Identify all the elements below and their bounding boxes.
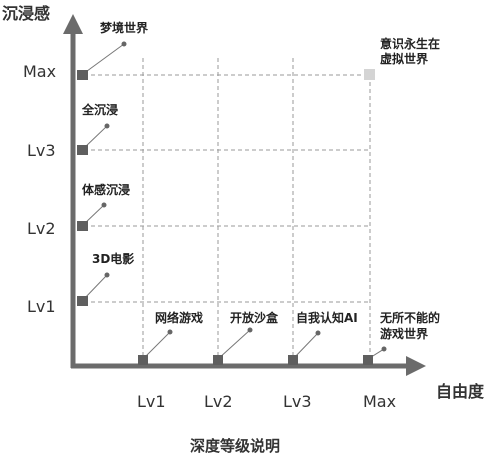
- annotation-motion-immersion: 体感沉浸: [82, 183, 131, 197]
- grid-lines: [84, 58, 371, 360]
- y-tick-lv1: Lv1: [27, 297, 56, 316]
- diagram-caption: 深度等级说明: [190, 437, 281, 455]
- y-axis-title: 沉浸感: [2, 4, 51, 23]
- corner-point-max-max: [364, 69, 375, 80]
- level-markers: [77, 70, 373, 365]
- x-tick-max: Max: [363, 392, 397, 411]
- leader-line-x-lv2: [217, 329, 251, 360]
- annotation-eternal-consciousness-line1: 意识永生在: [380, 37, 441, 51]
- x-tick-lv3: Lv3: [283, 392, 312, 411]
- y-tick-lv2: Lv2: [27, 219, 56, 238]
- marker-x-max: [363, 355, 373, 365]
- y-tick-max: Max: [23, 62, 57, 81]
- marker-x-lv1: [138, 355, 148, 365]
- annotation-online-games: 网络游戏: [155, 311, 204, 325]
- x-tick-lv1: Lv1: [137, 392, 166, 411]
- leader-dot-y-lv1: [104, 272, 110, 278]
- leader-dot-x-lv2: [247, 327, 253, 333]
- y-tick-lv3: Lv3: [27, 141, 56, 160]
- x-tick-lv2: Lv2: [204, 392, 233, 411]
- annotation-3d-movie: 3D电影: [92, 252, 135, 266]
- leader-line-x-lv1: [142, 331, 171, 360]
- leader-dot-y-lv2: [101, 202, 107, 208]
- annotation-dream-world: 梦境世界: [100, 21, 149, 35]
- marker-x-lv2: [213, 355, 223, 365]
- annotation-self-aware-ai: 自我认知AI: [296, 311, 358, 325]
- marker-y-lv2: [77, 221, 88, 231]
- marker-x-lv3: [288, 355, 298, 365]
- annotation-eternal-consciousness-line2: 虚拟世界: [380, 52, 429, 66]
- marker-y-max: [77, 70, 88, 80]
- annotation-open-sandbox: 开放沙盒: [230, 311, 279, 325]
- leader-dots: [101, 41, 387, 352]
- marker-y-lv1: [77, 296, 88, 306]
- x-axis-title: 自由度: [436, 382, 485, 401]
- leader-dot-x-lv1: [167, 329, 173, 335]
- axes: [63, 14, 426, 376]
- annotation-omnipotent-line2: 游戏世界: [380, 327, 429, 341]
- y-axis-arrow: [63, 14, 83, 34]
- annotation-full-immersion: 全沉浸: [82, 103, 119, 117]
- leader-dot-y-max: [121, 41, 127, 47]
- leader-line-y-lv1: [82, 274, 108, 301]
- leader-line-y-max: [82, 43, 125, 75]
- leader-dot-y-lv3: [104, 123, 110, 129]
- x-axis-arrow: [406, 356, 426, 376]
- annotation-omnipotent-line1: 无所不能的: [380, 311, 441, 325]
- leader-line-x-lv3: [292, 332, 319, 360]
- marker-y-lv3: [77, 145, 88, 155]
- leader-dot-x-max: [381, 346, 387, 352]
- leader-dot-x-lv3: [315, 330, 321, 336]
